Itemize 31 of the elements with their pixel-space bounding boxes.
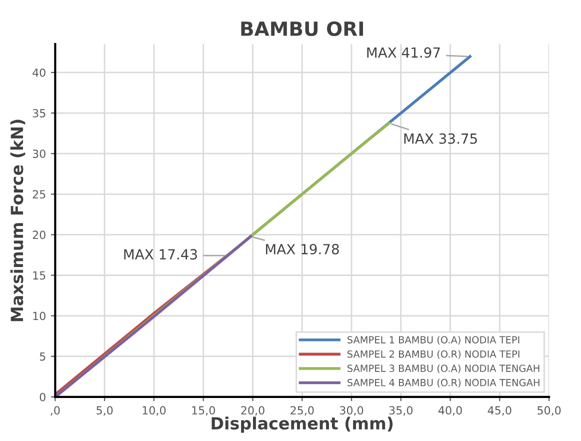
legend-label: SAMPEL 2 BAMBU (O.R) NODIA TEPI — [348, 350, 520, 359]
legend-label: SAMPEL 1 BAMBU (O.A) NODIA TEPI — [348, 336, 520, 345]
x-tick-label: 25,0 — [290, 406, 314, 416]
x-tick-label: 35,0 — [389, 406, 413, 416]
x-tick-label: 40,0 — [438, 406, 462, 416]
y-tick-label: 0 — [40, 392, 46, 402]
y-axis-title: Maxsimum Force (kN) — [10, 120, 26, 322]
y-tick-label: 25 — [32, 190, 46, 199]
legend-label: SAMPEL 4 BAMBU (O.R) NODIA TENGAH — [348, 378, 540, 388]
y-tick-label: 40 — [32, 68, 46, 77]
annotation: MAX 41.97 — [367, 47, 440, 58]
x-tick-label: 50,0 — [538, 406, 561, 416]
chart-title: BAMBU ORI — [241, 21, 363, 36]
annotation: MAX 19.78 — [266, 244, 339, 254]
x-tick-label: 15,0 — [192, 406, 215, 416]
x-tick-label: 5,0 — [96, 406, 113, 416]
annotation: MAX 17.43 — [124, 249, 197, 260]
annotation: MAX 33.75 — [404, 133, 477, 144]
x-tick-label: 45,0 — [488, 406, 512, 416]
x-axis-title: Displacement (mm) — [212, 416, 393, 433]
x-tick-label: ,0 — [50, 406, 60, 416]
x-tick-label: 20,0 — [241, 406, 264, 416]
y-tick-label: 20 — [32, 230, 46, 240]
legend-label: SAMPEL 3 BAMBU (O.A) NODIA TENGAH — [348, 364, 540, 374]
y-tick-label: 15 — [33, 271, 46, 280]
y-tick-label: 5 — [40, 352, 46, 361]
y-tick-label: 30 — [32, 150, 46, 158]
y-tick-label: 35 — [32, 109, 46, 118]
y-tick-label: 10 — [33, 312, 46, 320]
x-tick-label: 10,0 — [142, 406, 166, 416]
x-tick-label: 30,0 — [340, 406, 364, 416]
